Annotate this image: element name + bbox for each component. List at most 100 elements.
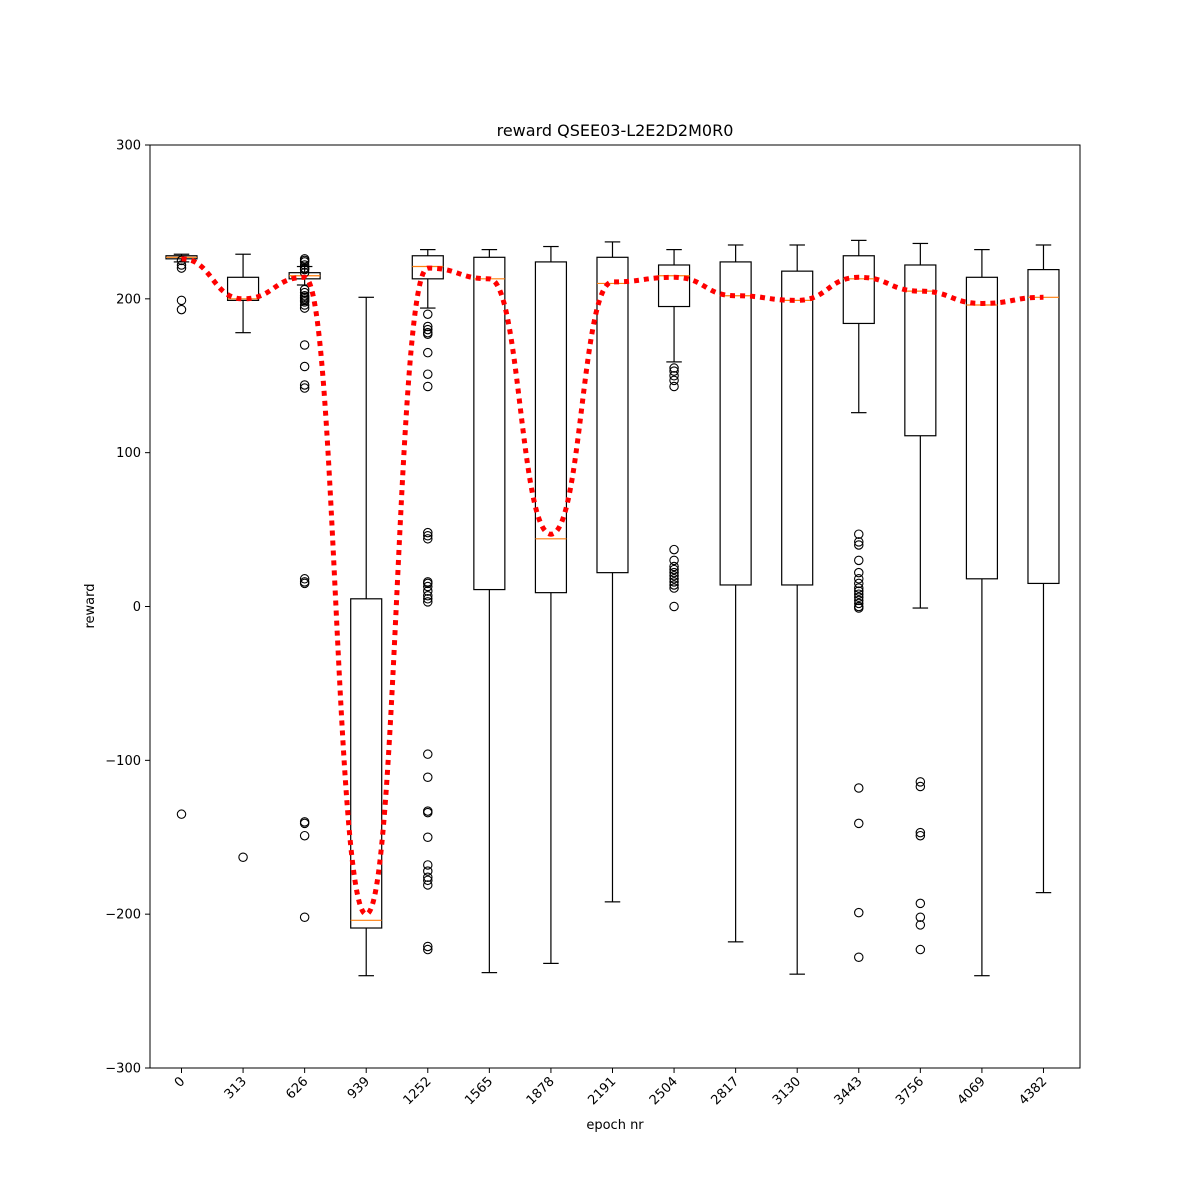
outlier-point	[423, 832, 433, 842]
outlier-point	[423, 590, 433, 601]
outlier-point	[669, 366, 679, 376]
outlier-point	[176, 809, 187, 819]
y-tick-label: 0	[133, 600, 141, 615]
box-group-2191	[596, 241, 629, 903]
box-iqr	[596, 256, 629, 574]
outlier-point	[423, 321, 433, 332]
y-tick-label: −100	[105, 754, 141, 769]
outlier-point	[854, 595, 864, 606]
box-group-4069	[965, 249, 999, 977]
outlier-point	[915, 827, 926, 838]
outlier-point	[423, 866, 433, 876]
outlier-point	[423, 347, 433, 358]
outlier-point	[669, 375, 679, 386]
box-group-3130	[781, 244, 814, 975]
outlier-point	[669, 544, 679, 555]
box-iqr	[719, 261, 752, 586]
outlier-point	[669, 570, 679, 581]
outlier-point	[299, 257, 310, 267]
outlier-point	[299, 264, 310, 275]
outlier-point	[299, 574, 310, 584]
outlier-point	[299, 284, 310, 295]
outlier-point	[669, 555, 679, 566]
box-iqr	[350, 598, 383, 929]
outlier-point	[423, 944, 433, 955]
outlier-point	[854, 540, 864, 550]
outlier-point	[423, 597, 433, 607]
box-iqr	[411, 255, 444, 280]
outlier-point	[669, 561, 679, 572]
outlier-point	[854, 567, 864, 578]
outlier-point	[423, 807, 433, 818]
outlier-point	[915, 830, 926, 841]
y-axis-label: reward	[83, 583, 98, 628]
outlier-point	[423, 527, 433, 538]
box-iqr	[534, 261, 568, 594]
mean-trend-line	[181, 256, 1044, 917]
outlier-point	[854, 598, 864, 609]
outlier-point	[423, 534, 433, 544]
box-group-4382	[1027, 244, 1060, 894]
box-iqr	[904, 264, 937, 437]
outlier-point	[423, 329, 433, 339]
outlier-point	[854, 592, 864, 603]
outlier-point	[915, 781, 926, 792]
y-tick-label: 200	[116, 292, 141, 307]
outlier-point	[299, 380, 310, 390]
outlier-point	[176, 304, 187, 315]
x-axis-label: epoch nr	[586, 1118, 644, 1133]
box-group-313	[226, 253, 260, 862]
outlier-point	[299, 260, 310, 270]
outlier-point	[854, 574, 864, 584]
outlier-point	[423, 581, 433, 592]
outlier-point	[299, 300, 310, 310]
plot-frame	[149, 144, 1081, 1069]
outlier-point	[299, 340, 310, 350]
outlier-point	[423, 530, 433, 541]
outlier-point	[669, 577, 679, 587]
outlier-point	[854, 589, 864, 599]
box-iqr	[1027, 269, 1060, 585]
outlier-point	[669, 580, 679, 590]
outlier-point	[423, 578, 433, 589]
outlier-point	[423, 941, 433, 952]
outlier-point	[238, 852, 248, 862]
outlier-point	[854, 907, 864, 918]
outlier-point	[299, 818, 310, 829]
outlier-point	[299, 912, 310, 922]
outlier-point	[299, 297, 310, 307]
outlier-point	[669, 574, 679, 584]
outlier-point	[669, 601, 679, 612]
outlier-point	[854, 586, 864, 596]
outlier-point	[854, 578, 864, 589]
outlier-point	[423, 309, 433, 319]
outlier-point	[423, 772, 433, 783]
outlier-point	[854, 783, 864, 793]
outlier-point	[669, 583, 679, 593]
y-tick-label: −300	[105, 1062, 141, 1077]
outlier-point	[299, 287, 310, 298]
outlier-point	[299, 303, 310, 313]
outlier-point	[669, 381, 679, 392]
outlier-point	[854, 555, 864, 566]
chart-title: reward QSEE03-L2E2D2M0R0	[497, 121, 734, 140]
outlier-point	[915, 944, 926, 955]
box-iqr	[965, 276, 999, 580]
outlier-point	[299, 578, 310, 589]
y-tick-label: 300	[116, 139, 141, 154]
outlier-point	[854, 818, 864, 829]
outlier-point	[423, 860, 433, 870]
box-group-3756	[904, 242, 937, 955]
outlier-point	[423, 381, 433, 392]
outlier-point	[423, 324, 433, 335]
box-iqr	[473, 256, 506, 591]
outlier-point	[299, 830, 310, 841]
box-group-939	[350, 296, 383, 977]
box-iqr	[226, 276, 260, 301]
outlier-point	[299, 383, 310, 393]
outlier-point	[176, 295, 187, 306]
outlier-point	[915, 912, 926, 922]
box-group-2817	[719, 244, 752, 943]
